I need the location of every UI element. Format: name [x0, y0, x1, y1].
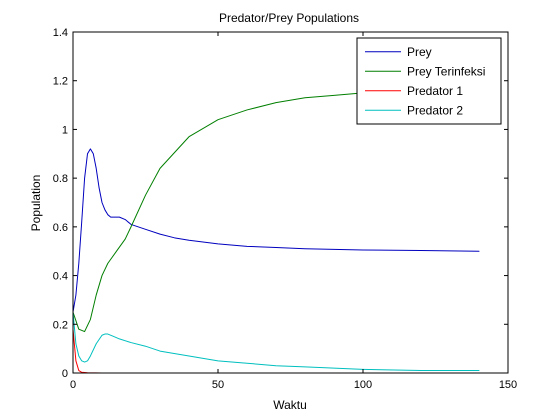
- y-tick-label: 0: [62, 368, 68, 380]
- x-axis-label: Waktu: [273, 398, 307, 412]
- x-tick-label: 100: [354, 379, 372, 391]
- series-line-predator-2: [72, 311, 480, 372]
- x-tick-label: 150: [499, 379, 517, 391]
- series-line-prey: [72, 148, 480, 313]
- y-tick-label: 1.4: [53, 27, 68, 39]
- legend-label-prey: Prey: [407, 45, 432, 59]
- legend-label-prey-terinfeksi: Prey Terinfeksi: [407, 64, 485, 78]
- chart-title: Predator/Prey Populations: [219, 11, 359, 25]
- y-tick-label: 0.8: [53, 173, 68, 185]
- legend-label-predator-2: Predator 2: [407, 103, 463, 117]
- legend-box: [356, 37, 502, 125]
- y-tick-label: 0.2: [53, 319, 68, 331]
- x-tick-label: 50: [212, 379, 224, 391]
- axes-box: [72, 31, 509, 374]
- series-line-prey-terinfeksi: [72, 89, 422, 333]
- y-tick-label: 0.6: [53, 222, 68, 234]
- y-tick-label: 1: [62, 124, 68, 136]
- x-tick-label: 0: [70, 379, 76, 391]
- y-tick-label: 1.2: [53, 76, 68, 88]
- y-tick-label: 0.4: [53, 271, 68, 283]
- y-axis-label: Population: [29, 175, 43, 232]
- legend: Prey Prey Terinfeksi Predator 1 Predator 2: [356, 37, 502, 125]
- legend-label-predator-1: Predator 1: [407, 84, 463, 98]
